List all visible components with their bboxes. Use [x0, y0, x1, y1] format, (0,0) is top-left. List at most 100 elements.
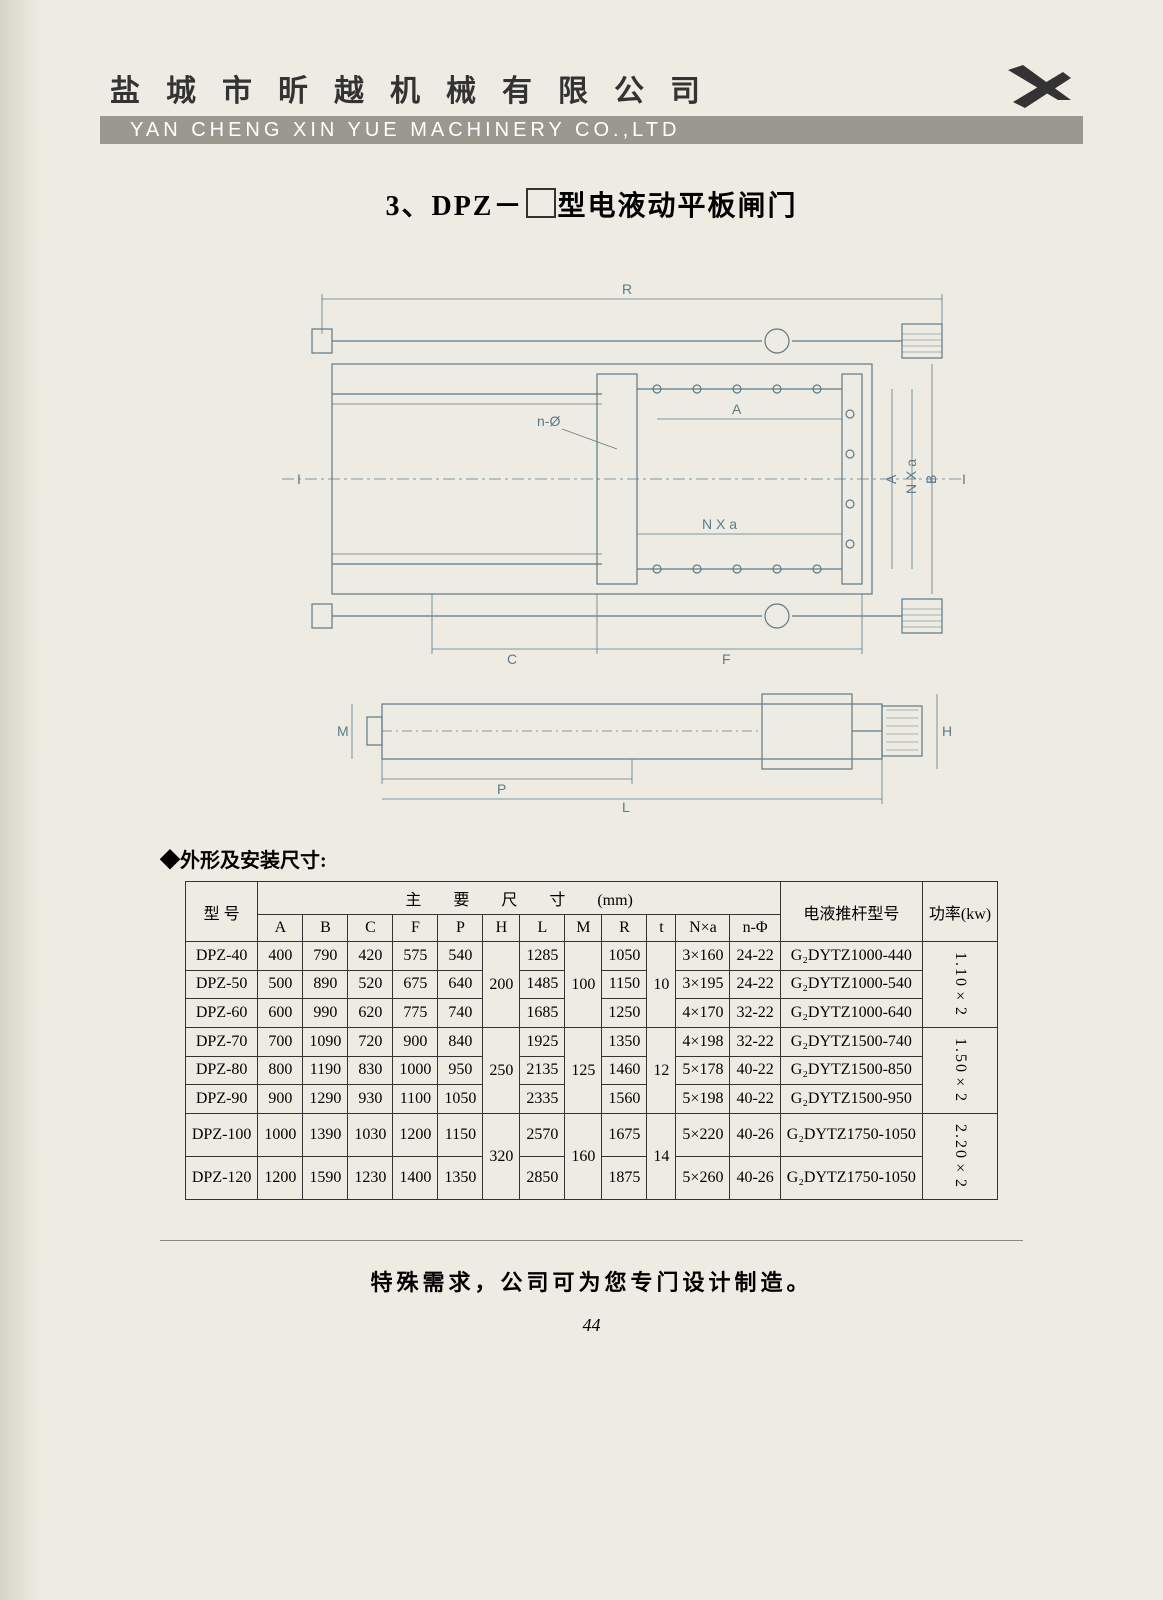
table-cell: 125: [565, 1028, 602, 1114]
dim-B: B: [923, 475, 939, 484]
table-cell: 575: [393, 942, 438, 971]
table-cell: 1030: [348, 1114, 393, 1157]
table-cell: 4×170: [676, 999, 730, 1028]
divider: [160, 1240, 1023, 1241]
section-mark-right: I: [962, 471, 966, 487]
table-cell: 1050: [438, 1085, 483, 1114]
table-cell: DPZ-60: [185, 999, 258, 1028]
table-cell: DPZ-40: [185, 942, 258, 971]
table-cell: 100: [565, 942, 602, 1028]
table-cell: 24-22: [730, 970, 780, 999]
table-cell: 775: [393, 999, 438, 1028]
dim-NXa-h: N X a: [702, 516, 737, 532]
table-cell: 2570: [520, 1114, 565, 1157]
table-cell: 400: [258, 942, 303, 971]
table-cell: 40-22: [730, 1085, 780, 1114]
col-F: F: [393, 915, 438, 942]
dim-H: H: [942, 723, 952, 739]
table-cell: 540: [438, 942, 483, 971]
section-title: 3、DPZ－ 型电液动平板闸门: [100, 184, 1083, 224]
company-name-cn: 盐城市昕越机械有限公司: [110, 66, 726, 110]
dim-n-phi: n-Ø: [537, 413, 560, 429]
table-cell: G₂DYTZ1500-740: [780, 1028, 922, 1057]
table-cell: 12: [647, 1028, 676, 1114]
table-cell: 700: [258, 1028, 303, 1057]
table-cell: DPZ-70: [185, 1028, 258, 1057]
table-cell: 675: [393, 970, 438, 999]
scanned-page: 盐城市昕越机械有限公司 YAN CHENG XIN YUE MACHINERY …: [0, 0, 1163, 1600]
table-cell: 40-22: [730, 1056, 780, 1085]
table-cell: 1350: [438, 1157, 483, 1200]
table-cell: 4×198: [676, 1028, 730, 1057]
table-cell: 2850: [520, 1157, 565, 1200]
dim-F: F: [722, 651, 731, 667]
table-cell: 5×260: [676, 1157, 730, 1200]
table-cell: G₂DYTZ1000-640: [780, 999, 922, 1028]
spec-table-head: 型 号 主 要 尺 寸 (mm) 电液推杆型号 功率(kw) A B C F P…: [185, 882, 997, 942]
table-row: DPZ-70700109072090084025019251251350124×…: [185, 1028, 997, 1057]
col-C: C: [348, 915, 393, 942]
table-cell: 1285: [520, 942, 565, 971]
table-cell: DPZ-90: [185, 1085, 258, 1114]
table-cell: 1685: [520, 999, 565, 1028]
table-cell: 1000: [393, 1056, 438, 1085]
table-cell: 2.20×2: [922, 1114, 997, 1200]
company-logo: [1003, 60, 1073, 110]
table-cell: 250: [483, 1028, 520, 1114]
table-cell: 1230: [348, 1157, 393, 1200]
dim-P: P: [497, 781, 506, 797]
table-cell: 160: [565, 1114, 602, 1200]
table-cell: 10: [647, 942, 676, 1028]
table-cell: 2135: [520, 1056, 565, 1085]
table-cell: G₂DYTZ1500-950: [780, 1085, 922, 1114]
table-row: DPZ-100100013901030120011503202570160167…: [185, 1114, 997, 1157]
spec-table-body: DPZ-4040079042057554020012851001050103×1…: [185, 942, 997, 1200]
table-cell: 1560: [602, 1085, 647, 1114]
dim-M: M: [337, 723, 349, 739]
dim-NXa-v: N X a: [903, 459, 919, 494]
title-prefix: 3、DPZ－: [385, 191, 523, 222]
table-cell: 3×160: [676, 942, 730, 971]
section-mark-left: I: [297, 471, 301, 487]
table-cell: 40-26: [730, 1114, 780, 1157]
dim-L: L: [622, 799, 630, 814]
table-cell: 5×198: [676, 1085, 730, 1114]
table-cell: 32-22: [730, 1028, 780, 1057]
table-cell: 1150: [602, 970, 647, 999]
page-header: 盐城市昕越机械有限公司: [100, 60, 1083, 114]
table-cell: 1250: [602, 999, 647, 1028]
table-cell: 420: [348, 942, 393, 971]
col-Na: N×a: [676, 915, 730, 942]
table-cell: 620: [348, 999, 393, 1028]
table-cell: 2335: [520, 1085, 565, 1114]
table-cell: 1400: [393, 1157, 438, 1200]
table-cell: 800: [258, 1056, 303, 1085]
table-cell: 24-22: [730, 942, 780, 971]
table-cell: 740: [438, 999, 483, 1028]
title-suffix: 型电液动平板闸门: [558, 191, 798, 222]
table-cell: 1200: [258, 1157, 303, 1200]
title-placeholder-box: [526, 188, 556, 218]
table-cell: 900: [258, 1085, 303, 1114]
col-L: L: [520, 915, 565, 942]
table-cell: 1.10×2: [922, 942, 997, 1028]
table-cell: 520: [348, 970, 393, 999]
table-cell: 1350: [602, 1028, 647, 1057]
table-cell: 1200: [393, 1114, 438, 1157]
table-cell: 790: [303, 942, 348, 971]
table-cell: 1290: [303, 1085, 348, 1114]
col-nphi: n-Φ: [730, 915, 780, 942]
col-M: M: [565, 915, 602, 942]
table-cell: DPZ-80: [185, 1056, 258, 1085]
footer-note: 特殊需求，公司可为您专门设计制造。: [100, 1265, 1083, 1297]
table-cell: G₂DYTZ1000-440: [780, 942, 922, 971]
table-cell: 500: [258, 970, 303, 999]
table-cell: 1100: [393, 1085, 438, 1114]
table-cell: DPZ-100: [185, 1114, 258, 1157]
company-name-en: YAN CHENG XIN YUE MACHINERY CO.,LTD: [100, 116, 1083, 144]
dim-A-top: A: [732, 401, 742, 417]
page-number: 44: [100, 1315, 1083, 1336]
table-cell: 900: [393, 1028, 438, 1057]
table-cell: 950: [438, 1056, 483, 1085]
col-R: R: [602, 915, 647, 942]
